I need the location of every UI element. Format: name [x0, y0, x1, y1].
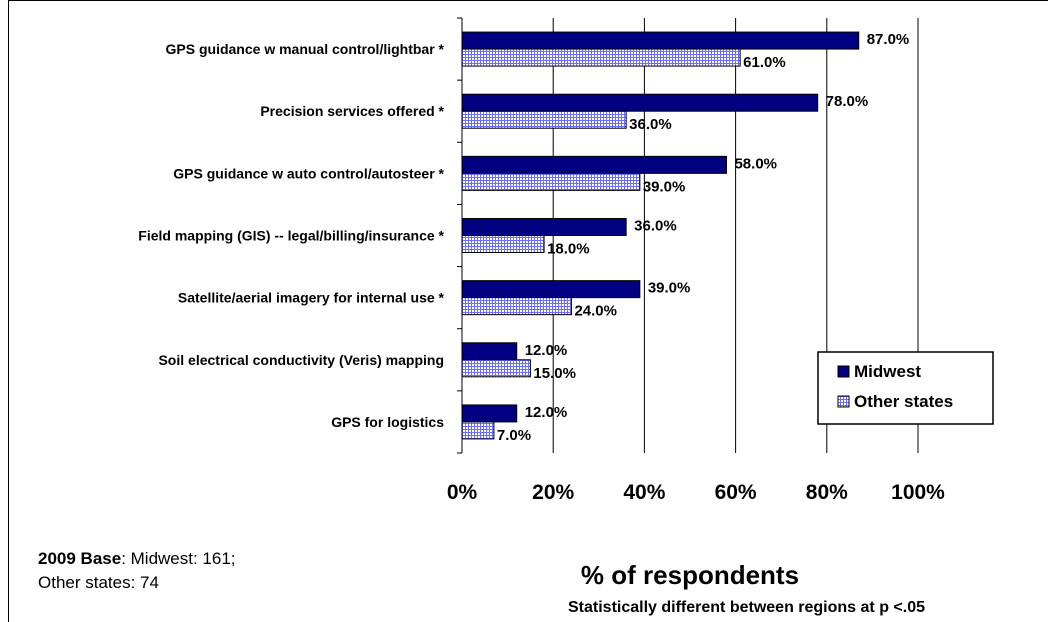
legend-box	[817, 351, 994, 425]
bar-other-states	[461, 359, 531, 378]
bar-other-states	[461, 172, 641, 191]
x-tick-label: 20%	[532, 481, 574, 504]
bar-midwest	[461, 404, 518, 423]
base-note: 2009 Base: Midwest: 161; Other states: 7…	[38, 547, 236, 595]
chart-frame	[8, 0, 1048, 622]
data-label-midwest: 87.0%	[867, 31, 910, 48]
bar-other-states	[461, 235, 545, 253]
category-label: Field mapping (GIS) -- legal/billing/ins…	[138, 228, 444, 244]
data-label-other-states: 7.0%	[497, 427, 531, 444]
data-label-midwest: 78.0%	[826, 93, 869, 110]
legend-label-other-states: Other states	[854, 392, 953, 411]
category-label: GPS guidance w manual control/lightbar *	[166, 41, 445, 57]
data-label-other-states: 24.0%	[574, 303, 617, 320]
x-tick-label: 80%	[806, 481, 848, 504]
x-tick-label: 60%	[715, 481, 757, 504]
x-tick-label: 100%	[891, 481, 945, 504]
x-tick-label: 40%	[623, 481, 665, 504]
bar-other-states	[461, 48, 741, 67]
data-label-other-states: 15.0%	[533, 365, 576, 382]
bar-midwest	[461, 218, 627, 236]
bar-other-states	[461, 421, 495, 440]
bar-midwest	[461, 155, 727, 174]
data-label-other-states: 18.0%	[547, 241, 590, 258]
data-label-midwest: 12.0%	[525, 404, 568, 421]
bar-midwest	[461, 93, 819, 112]
data-label-other-states: 61.0%	[743, 54, 786, 71]
legend-swatch-other-states	[837, 395, 850, 408]
base-note-line1: : Midwest: 161;	[121, 549, 236, 568]
bar-midwest	[461, 342, 518, 361]
x-axis-title: % of respondents	[581, 560, 799, 590]
category-label: GPS guidance w auto control/autosteer *	[173, 165, 444, 181]
legend-swatch-midwest	[837, 365, 850, 378]
bar-other-states	[461, 110, 627, 129]
data-label-other-states: 39.0%	[643, 178, 686, 195]
data-label-midwest: 39.0%	[648, 280, 691, 297]
category-label: Soil electrical conductivity (Veris) map…	[158, 352, 444, 368]
data-label-midwest: 12.0%	[525, 342, 568, 359]
data-label-midwest: 36.0%	[634, 218, 677, 235]
category-label: GPS for logistics	[331, 414, 444, 430]
data-label-other-states: 36.0%	[629, 116, 672, 133]
bar-midwest	[461, 31, 860, 50]
bar-midwest	[461, 280, 641, 299]
category-label: Satellite/aerial imagery for internal us…	[178, 290, 445, 306]
bar-other-states	[461, 297, 572, 316]
x-tick-label: 0%	[447, 481, 478, 504]
data-label-midwest: 58.0%	[734, 155, 777, 172]
base-note-line2: Other states: 74	[38, 573, 159, 592]
legend-label-midwest: Midwest	[854, 362, 921, 381]
category-label: Precision services offered *	[260, 103, 444, 119]
significance-footnote: Statistically different between regions …	[568, 599, 925, 616]
base-note-bold: 2009 Base	[38, 549, 122, 568]
